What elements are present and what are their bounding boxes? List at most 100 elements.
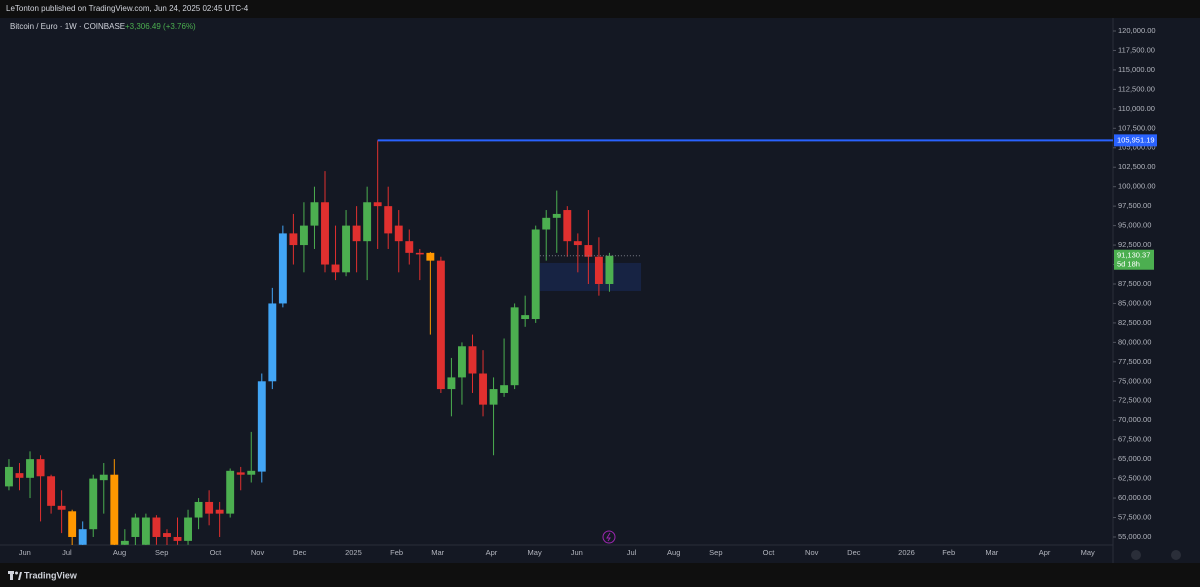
- y-tick-label: 92,500.00: [1118, 240, 1151, 249]
- y-tick-label: 67,500.00: [1118, 435, 1151, 444]
- x-tick-label: Feb: [942, 548, 955, 557]
- candle-body: [363, 202, 372, 242]
- x-tick-label: Sep: [155, 548, 168, 557]
- candle-body: [68, 511, 77, 537]
- y-tick-label: 120,000.00: [1118, 26, 1156, 35]
- header-bar: [0, 0, 1200, 18]
- candle-body: [226, 470, 235, 514]
- symbol-title: Bitcoin / Euro · 1W · COINBASE: [10, 22, 125, 31]
- candle-body: [120, 540, 129, 545]
- candle-body: [278, 233, 287, 304]
- x-tick-label: Sep: [709, 548, 722, 557]
- y-tick-label: 87,500.00: [1118, 279, 1151, 288]
- candle-body: [573, 241, 582, 246]
- candle-body: [194, 501, 203, 518]
- candle-body: [447, 377, 456, 390]
- y-tick-label: 100,000.00: [1118, 182, 1156, 191]
- chart-background: [0, 18, 1200, 563]
- candle-body: [542, 217, 551, 230]
- candle-body: [163, 533, 171, 537]
- candle-body: [47, 476, 56, 506]
- x-tick-label: Jul: [627, 548, 637, 557]
- x-tick-label: Dec: [293, 548, 307, 557]
- candle-body: [205, 501, 214, 514]
- candle-body: [99, 474, 108, 481]
- x-tick-label: Jun: [571, 548, 583, 557]
- candle-body: [352, 225, 361, 242]
- y-tick-label: 85,000.00: [1118, 298, 1151, 307]
- candle-body: [489, 389, 498, 405]
- brand-logo: [8, 571, 22, 580]
- x-tick-label: Apr: [1039, 548, 1051, 557]
- y-tick-label: 110,000.00: [1118, 104, 1155, 113]
- candle-body: [394, 225, 403, 242]
- candle-body: [110, 474, 119, 545]
- candle-body: [342, 225, 351, 273]
- x-tick-label: Aug: [667, 548, 680, 557]
- candle-body: [321, 202, 329, 265]
- footer-bar: [0, 563, 1200, 587]
- x-tick-label: Aug: [113, 548, 126, 557]
- x-tick-label: Apr: [486, 548, 498, 557]
- countdown: 5d 18h: [1117, 260, 1140, 269]
- candle-body: [215, 509, 224, 514]
- y-tick-label: 72,500.00: [1118, 396, 1151, 405]
- x-tick-label: May: [1081, 548, 1095, 557]
- brand: TradingView: [24, 570, 78, 580]
- candle-body: [78, 529, 87, 545]
- candle-body: [468, 346, 477, 374]
- candle-body: [89, 478, 98, 530]
- plot-area: [5, 140, 642, 545]
- candle-body: [236, 472, 245, 475]
- scale-button[interactable]: [1131, 550, 1141, 560]
- candle-body: [257, 381, 266, 472]
- y-tick-label: 115,000.00: [1118, 65, 1155, 74]
- y-tick-label: 70,000.00: [1118, 415, 1151, 424]
- y-tick-label: 102,500.00: [1118, 162, 1156, 171]
- x-tick-label: Mar: [431, 548, 444, 557]
- candle-body: [436, 260, 445, 390]
- x-tick-label: Dec: [847, 548, 861, 557]
- candle-body: [479, 373, 487, 405]
- candle-body: [552, 213, 561, 218]
- range-box: [539, 262, 642, 291]
- candle-body: [26, 459, 34, 478]
- candle-body: [5, 466, 13, 487]
- x-tick-label: Feb: [390, 548, 403, 557]
- y-tick-label: 55,000.00: [1118, 532, 1151, 541]
- y-tick-label: 80,000.00: [1118, 337, 1151, 346]
- y-tick-label: 95,000.00: [1118, 221, 1151, 230]
- axis-buttons: [1131, 550, 1181, 560]
- candle-body: [373, 202, 382, 207]
- candle-body: [415, 252, 424, 255]
- candle-body: [131, 517, 140, 537]
- candle-body: [247, 470, 256, 475]
- candle-body: [500, 385, 509, 393]
- candle-body: [405, 241, 414, 253]
- x-tick-label: Mar: [985, 548, 998, 557]
- events-icon[interactable]: [602, 530, 616, 544]
- candle-body: [457, 346, 466, 378]
- candle-body: [184, 517, 192, 541]
- y-tick-label: 77,500.00: [1118, 357, 1151, 366]
- candle-body: [331, 264, 340, 273]
- x-tick-label: Oct: [763, 548, 776, 557]
- y-tick-label: 75,000.00: [1118, 376, 1151, 385]
- last-price-label: 91,130.37: [1117, 251, 1150, 260]
- events-icon-bolt: [606, 532, 611, 542]
- y-tick-label: 65,000.00: [1118, 454, 1151, 463]
- hline-label: 105,951.19: [1117, 135, 1155, 144]
- candle-body: [584, 245, 593, 257]
- y-tick-label: 117,500.00: [1118, 45, 1155, 54]
- candle-body: [141, 517, 150, 545]
- scale-button[interactable]: [1171, 550, 1181, 560]
- candle-body: [36, 459, 45, 477]
- y-tick-label: 112,500.00: [1118, 84, 1155, 93]
- price-change: +3,306.49 (+3.76%): [125, 22, 196, 31]
- candle-body: [268, 303, 277, 382]
- y-tick-label: 62,500.00: [1118, 474, 1151, 483]
- candle-body: [531, 229, 540, 320]
- candle-body: [289, 233, 298, 246]
- candle-body: [384, 206, 393, 234]
